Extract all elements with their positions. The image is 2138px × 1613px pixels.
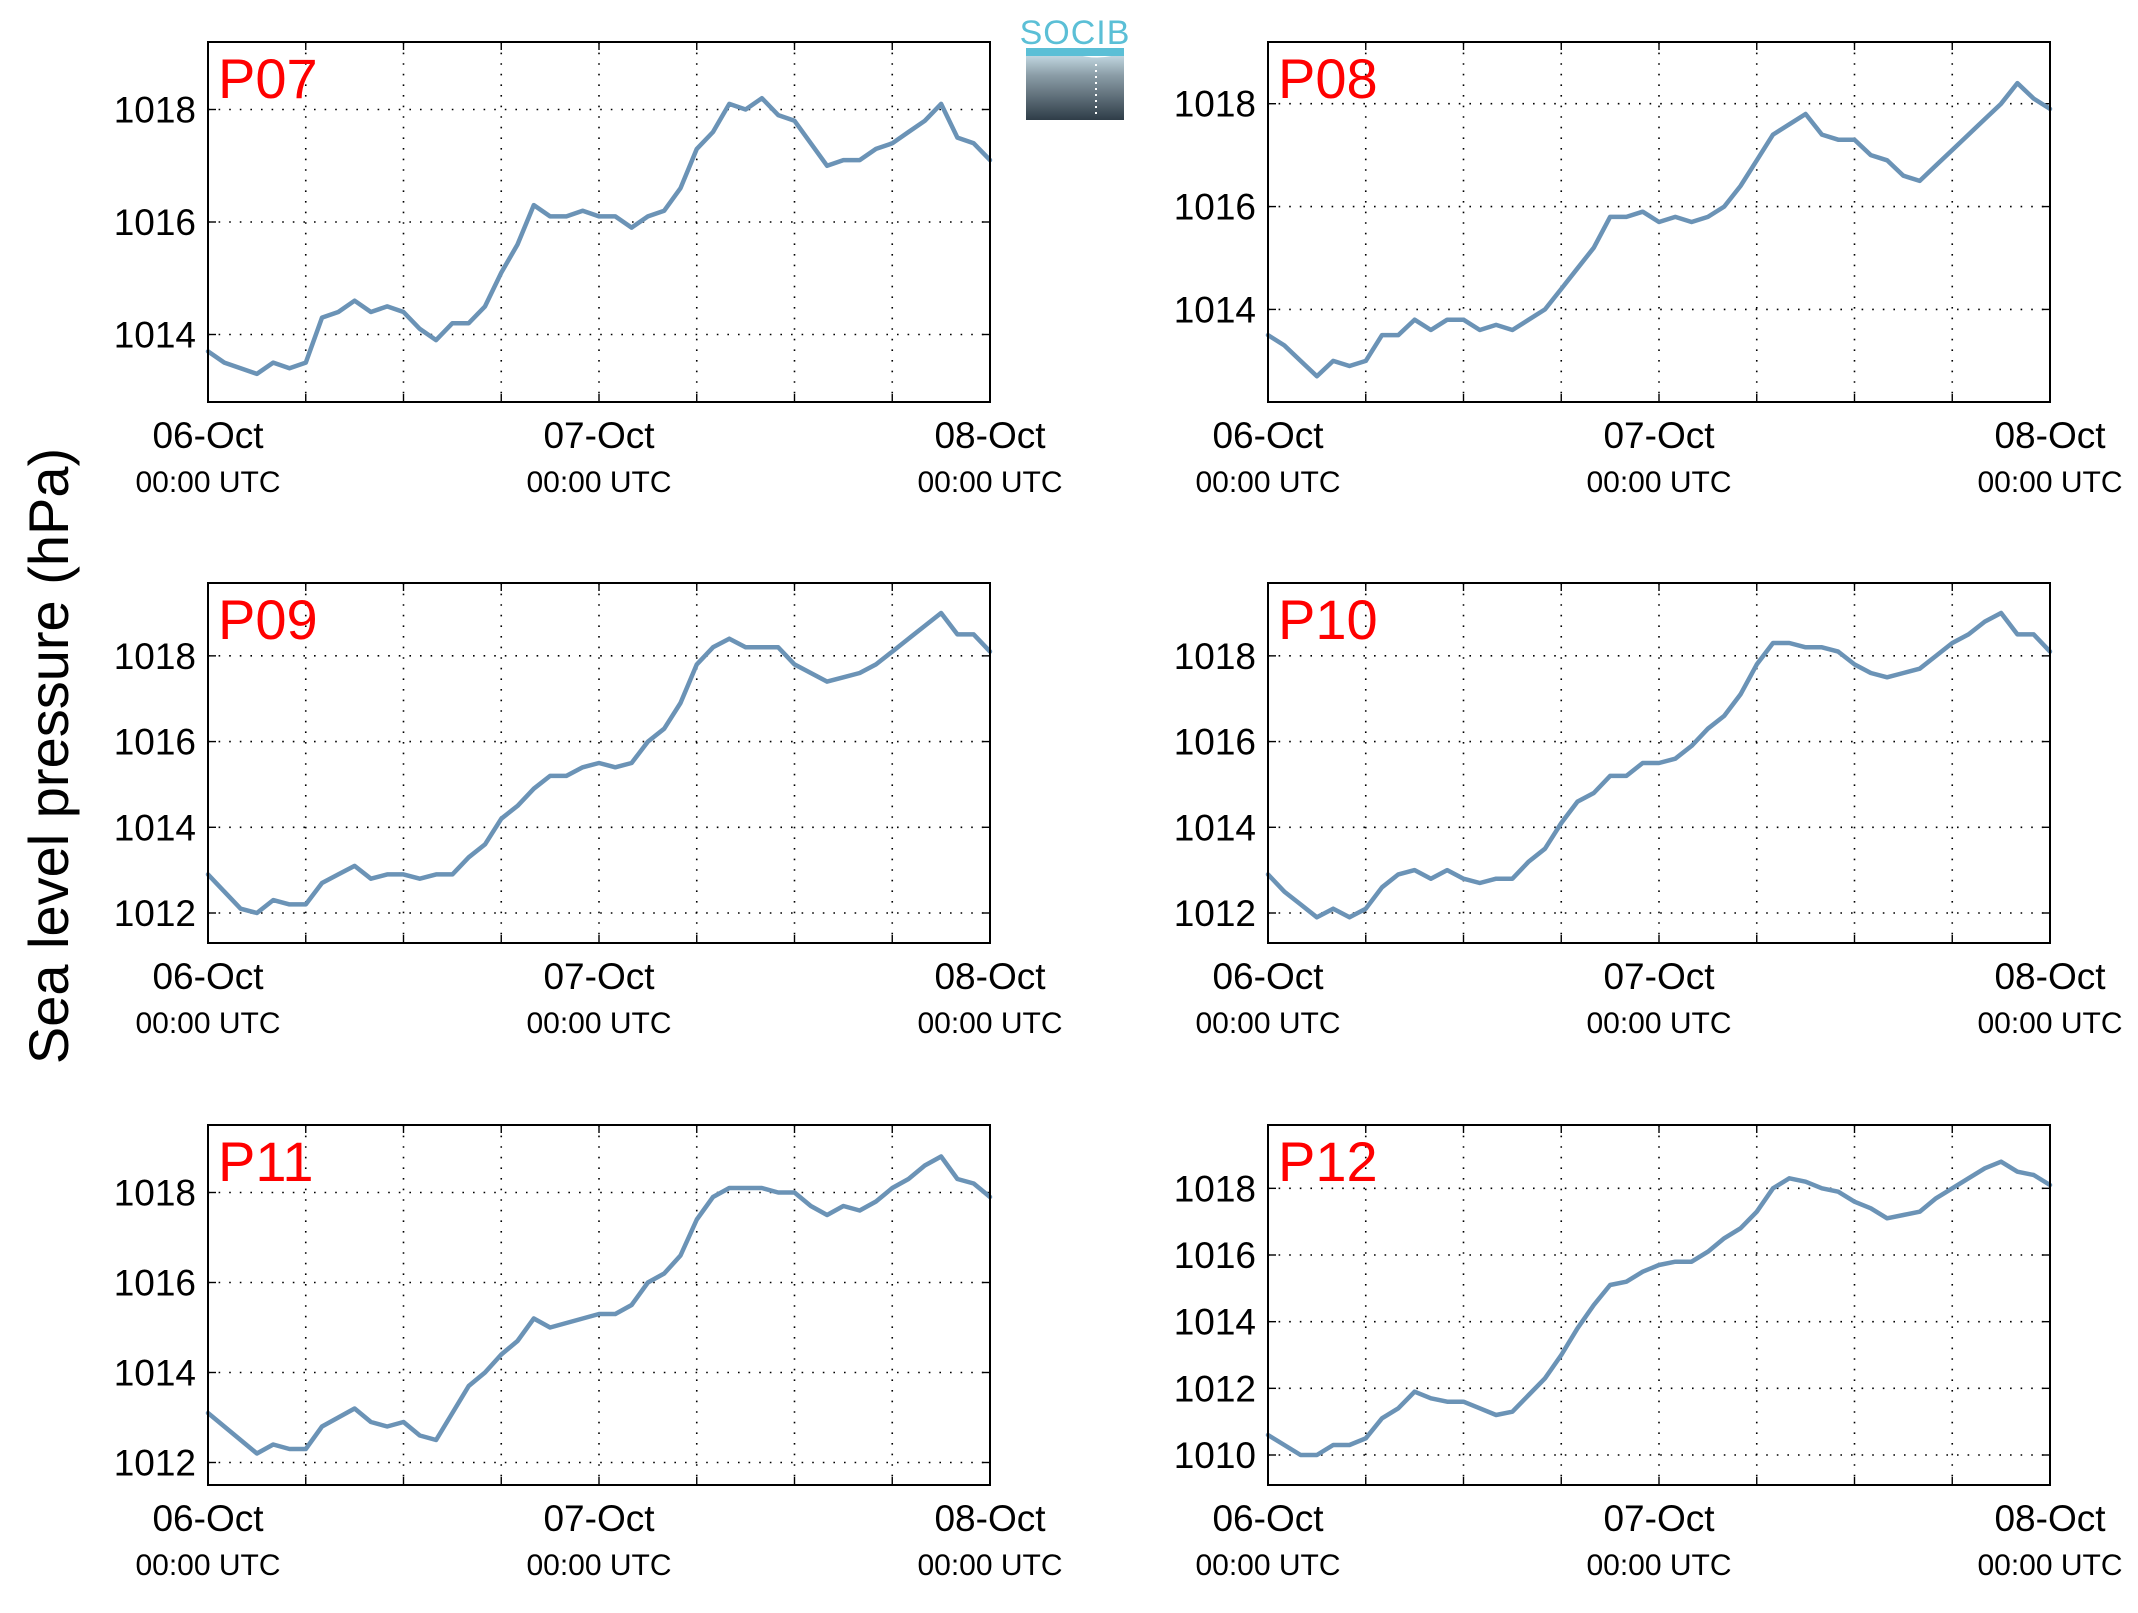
socib-logo-wave [1026, 50, 1124, 120]
axes-frame [1267, 41, 2051, 403]
x-tick-label: 08-Oct [1994, 956, 2106, 997]
panel-title: P11 [218, 1130, 313, 1193]
x-tick-sublabel: 00:00 UTC [135, 466, 280, 499]
x-tick-label: 08-Oct [934, 1498, 1046, 1539]
x-tick-sublabel: 00:00 UTC [1586, 1007, 1731, 1040]
y-tick-label: 1018 [1174, 84, 1256, 125]
y-tick-label: 1012 [1174, 1368, 1256, 1409]
x-tick-label: 06-Oct [1212, 1498, 1324, 1539]
y-tick-label: 1010 [1174, 1435, 1256, 1476]
x-tick-sublabel: 00:00 UTC [526, 1549, 671, 1582]
panel-title: P12 [1278, 1130, 1378, 1193]
x-tick-sublabel: 00:00 UTC [526, 1007, 671, 1040]
y-tick-label: 1016 [114, 722, 196, 763]
x-tick-label: 07-Oct [1603, 956, 1715, 997]
y-tick-label: 1014 [1174, 289, 1256, 330]
series-line-p12 [1265, 1159, 2053, 1458]
x-tick-sublabel: 00:00 UTC [526, 466, 671, 499]
y-tick-label: 1012 [114, 1443, 196, 1484]
x-tick-label: 08-Oct [934, 415, 1046, 456]
socib-logo-band [1026, 48, 1124, 56]
socib-logo: SOCIB [1020, 14, 1131, 120]
x-tick-sublabel: 00:00 UTC [1977, 466, 2122, 499]
y-tick-label: 1018 [1174, 1168, 1256, 1209]
x-tick-sublabel: 00:00 UTC [1586, 1549, 1731, 1582]
series-line-p08 [1265, 80, 2053, 379]
y-tick-label: 1014 [114, 1353, 196, 1394]
x-tick-label: 06-Oct [152, 415, 264, 456]
x-tick-label: 06-Oct [1212, 956, 1324, 997]
x-tick-sublabel: 00:00 UTC [135, 1007, 280, 1040]
y-tick-label: 1016 [114, 1263, 196, 1304]
panel-p07: 1014 1016 1018 06-Oct 00:00 UTC 07-Oct 00:00 U… [114, 41, 1063, 499]
panel-title: P09 [218, 588, 318, 651]
axes-frame [207, 41, 991, 403]
y-tick-label: 1014 [1174, 1302, 1256, 1343]
y-tick-label: 1016 [1174, 187, 1256, 228]
y-tick-label: 1012 [114, 893, 196, 934]
socib-logo-text: SOCIB [1020, 14, 1131, 52]
panel-title: P08 [1278, 47, 1378, 110]
series-line-p11 [205, 1154, 993, 1456]
y-tick-label: 1014 [1174, 807, 1256, 848]
x-tick-label: 08-Oct [1994, 415, 2106, 456]
plot-area [208, 42, 990, 402]
x-tick-sublabel: 00:00 UTC [1195, 1007, 1340, 1040]
axes-frame [207, 582, 991, 944]
y-tick-label: 1018 [114, 636, 196, 677]
x-tick-label: 07-Oct [1603, 415, 1715, 456]
axes-frame [1267, 582, 2051, 944]
y-tick-label: 1014 [114, 315, 196, 356]
x-tick-sublabel: 00:00 UTC [1195, 1549, 1340, 1582]
x-tick-label: 06-Oct [152, 956, 264, 997]
figure-y-axis-label: Sea level pressure (hPa) [17, 448, 80, 1064]
panel-p12: 1010 1012 1014 1016 1018 06-Oct 00:00 UTC 07-Oc… [1174, 1124, 2123, 1582]
panel-p09: 1012 1014 1016 1018 06-Oct 00:00 UTC 07-Oct 00:… [114, 582, 1063, 1040]
x-tick-label: 06-Oct [1212, 415, 1324, 456]
y-tick-label: 1012 [1174, 893, 1256, 934]
x-tick-label: 08-Oct [1994, 1498, 2106, 1539]
x-tick-sublabel: 00:00 UTC [135, 1549, 280, 1582]
panel-p08: 1014 1016 1018 06-Oct 00:00 UTC 07-Oct 00:00 U… [1174, 41, 2123, 499]
y-tick-label: 1018 [114, 1173, 196, 1214]
axes-frame [207, 1124, 991, 1486]
x-tick-sublabel: 00:00 UTC [917, 466, 1062, 499]
x-tick-sublabel: 00:00 UTC [1977, 1007, 2122, 1040]
panel-title: P07 [218, 47, 318, 110]
x-tick-label: 06-Oct [152, 1498, 264, 1539]
x-tick-label: 07-Oct [1603, 1498, 1715, 1539]
series-line-p09 [205, 610, 993, 916]
panel-p11: 1012 1014 1016 1018 06-Oct 00:00 UTC 07-Oct 00:… [114, 1124, 1063, 1582]
y-tick-label: 1018 [1174, 636, 1256, 677]
x-tick-label: 07-Oct [543, 956, 655, 997]
x-tick-label: 08-Oct [934, 956, 1046, 997]
y-tick-label: 1018 [114, 90, 196, 131]
x-tick-sublabel: 00:00 UTC [917, 1549, 1062, 1582]
x-tick-sublabel: 00:00 UTC [1195, 466, 1340, 499]
series-line-p10 [1265, 610, 2053, 920]
x-tick-label: 07-Oct [543, 415, 655, 456]
panel-p10: 1012 1014 1016 1018 06-Oct 00:00 UTC 07-Oct 00:… [1174, 582, 2123, 1040]
panel-title: P10 [1278, 588, 1378, 651]
y-tick-label: 1016 [114, 202, 196, 243]
x-tick-sublabel: 00:00 UTC [1586, 466, 1731, 499]
x-tick-sublabel: 00:00 UTC [917, 1007, 1062, 1040]
y-tick-label: 1014 [114, 807, 196, 848]
y-tick-label: 1016 [1174, 722, 1256, 763]
y-tick-label: 1016 [1174, 1235, 1256, 1276]
plot-area [208, 1125, 990, 1485]
series-line-p07 [205, 95, 993, 377]
plot-area [1268, 1125, 2050, 1485]
axes-frame [1267, 1124, 2051, 1486]
x-tick-label: 07-Oct [543, 1498, 655, 1539]
x-tick-sublabel: 00:00 UTC [1977, 1549, 2122, 1582]
